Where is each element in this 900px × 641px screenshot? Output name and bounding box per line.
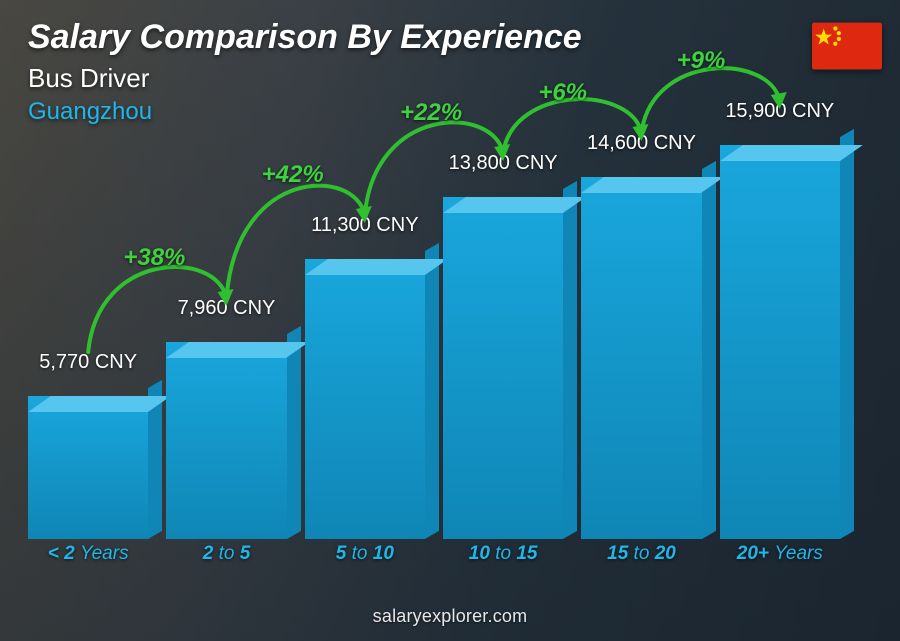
china-flag-icon [812, 22, 882, 70]
x-label: 5 to 10 [305, 543, 425, 573]
infographic-stage: Salary Comparison By Experience Bus Driv… [0, 0, 900, 641]
x-labels-container: < 2 Years 2 to 5 5 to 10 10 to 15 15 to 20 20… [28, 543, 840, 573]
footer-credit: salaryexplorer.com [0, 606, 900, 627]
bar-4: 14,600 CNY [581, 177, 701, 539]
x-label: 15 to 20 [581, 543, 701, 573]
chart-location: Guangzhou [28, 98, 582, 126]
bar-chart: 5,770 CNY7,960 CNY11,300 CNY13,800 CNY14… [28, 130, 840, 573]
chart-title: Salary Comparison By Experience [28, 18, 582, 57]
bar-1: 7,960 CNY [166, 342, 286, 539]
x-label: 2 to 5 [166, 543, 286, 573]
bar-shape [720, 145, 840, 539]
bar-shape [581, 177, 701, 539]
bar-shape [305, 259, 425, 539]
chart-subtitle: Bus Driver [28, 63, 582, 94]
bar-value-label: 7,960 CNY [126, 297, 326, 320]
bar-value-label: 15,900 CNY [680, 100, 880, 123]
delta-percent: +9% [677, 47, 726, 75]
bar-value-label: 5,770 CNY [0, 351, 188, 374]
bar-shape [443, 197, 563, 539]
title-block: Salary Comparison By Experience Bus Driv… [28, 18, 582, 126]
bar-value-label: 13,800 CNY [403, 152, 603, 175]
bar-3: 13,800 CNY [443, 197, 563, 539]
x-label: < 2 Years [28, 543, 148, 573]
bars-container: 5,770 CNY7,960 CNY11,300 CNY13,800 CNY14… [28, 130, 840, 539]
bar-value-label: 14,600 CNY [541, 132, 741, 155]
bar-2: 11,300 CNY [305, 259, 425, 539]
bar-shape [28, 396, 148, 539]
x-label: 10 to 15 [443, 543, 563, 573]
x-label: 20+ Years [720, 543, 840, 573]
bar-shape [166, 342, 286, 539]
bar-0: 5,770 CNY [28, 396, 148, 539]
bar-5: 15,900 CNY [720, 145, 840, 539]
bar-value-label: 11,300 CNY [265, 214, 465, 237]
